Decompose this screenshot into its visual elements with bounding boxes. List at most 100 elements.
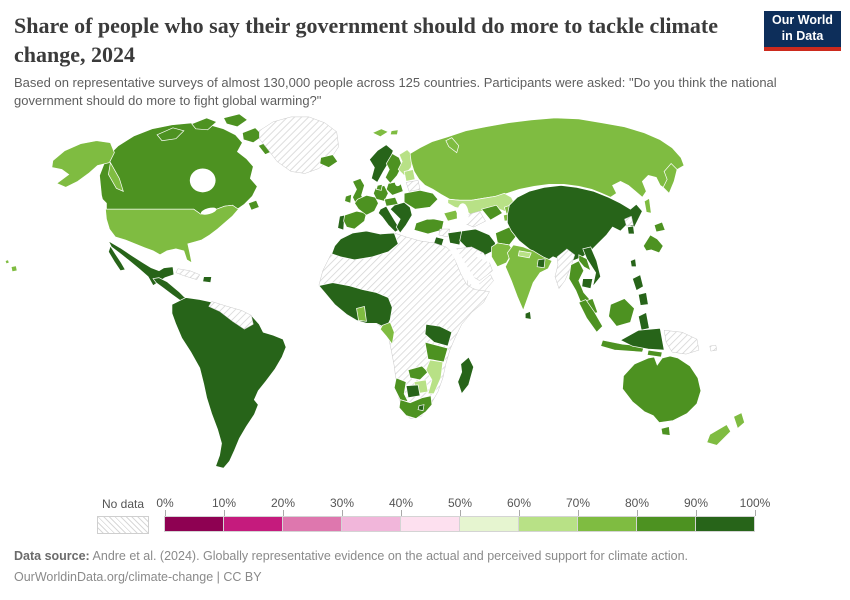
country-south-africa[interactable]	[398, 395, 433, 419]
country-sakhalin[interactable]	[643, 197, 652, 214]
country-baltic-states[interactable]	[403, 169, 416, 182]
country-lesotho[interactable]	[417, 404, 425, 412]
license-line[interactable]: OurWorldinData.org/climate-change | CC B…	[14, 569, 262, 584]
legend-bin-60%-70%[interactable]	[518, 516, 578, 532]
country-sumatra[interactable]	[578, 299, 604, 333]
country-hawaii[interactable]	[10, 265, 18, 273]
caspian-sea	[456, 203, 469, 228]
country-new-zealand-south[interactable]	[706, 424, 732, 446]
legend-bin-40%-50%[interactable]	[400, 516, 460, 532]
country-svalbard-2[interactable]	[389, 129, 399, 136]
data-source-label: Data source:	[14, 549, 90, 563]
country-australia[interactable]	[622, 355, 702, 423]
legend-bin-90%-100%[interactable]	[695, 516, 755, 532]
country-italy[interactable]	[377, 205, 401, 233]
legend-bin-80%-90%[interactable]	[636, 516, 696, 532]
legend-tick-label-30%: 30%	[329, 496, 355, 510]
country-venezuela-guianas[interactable]	[208, 301, 254, 330]
country-denmark[interactable]	[375, 183, 383, 191]
country-kenya-uganda[interactable]	[424, 323, 453, 347]
country-canada-newfoundland[interactable]	[247, 199, 260, 211]
legend-no-data-swatch[interactable]	[97, 516, 149, 534]
legend-tick-label-20%: 20%	[270, 496, 296, 510]
country-zambia[interactable]	[407, 365, 429, 381]
country-canada-arctic3[interactable]	[223, 113, 248, 128]
legend-tick-label-80%: 80%	[624, 496, 650, 510]
country-ghana[interactable]	[356, 306, 367, 322]
country-nepal[interactable]	[517, 250, 532, 259]
country-philippines-mindanao[interactable]	[637, 292, 649, 306]
country-ireland[interactable]	[344, 193, 352, 204]
country-iraq[interactable]	[447, 230, 463, 246]
country-mozambique[interactable]	[425, 359, 444, 395]
country-canada-arctic4[interactable]	[242, 127, 264, 144]
country-united-states[interactable]	[105, 204, 239, 264]
country-alaska-panhandle[interactable]	[108, 161, 124, 192]
country-tanzania[interactable]	[424, 341, 449, 363]
map-legend: No data 0% 10% 20% 30% 40% 50% 60% 70% 80% 90% 100…	[0, 494, 850, 540]
legend-tick-mark	[224, 510, 225, 516]
country-taiwan[interactable]	[630, 258, 637, 268]
legend-bin-0%-10%[interactable]	[164, 516, 224, 532]
country-iceland[interactable]	[319, 154, 339, 168]
country-hawaii-2[interactable]	[4, 259, 10, 265]
legend-bin-10%-20%[interactable]	[223, 516, 283, 532]
country-novaya-zemlya[interactable]	[445, 137, 460, 154]
country-java[interactable]	[600, 339, 645, 353]
owid-logo-line1: Our World	[772, 13, 833, 28]
country-sulawesi[interactable]	[637, 311, 650, 331]
legend-bin-20%-30%[interactable]	[282, 516, 342, 532]
country-sri-lanka[interactable]	[524, 310, 532, 320]
country-new-zealand-north[interactable]	[733, 412, 745, 430]
country-uzbekistan[interactable]	[480, 204, 503, 221]
country-northwest-africa[interactable]	[331, 230, 399, 261]
legend-bin-70%-80%[interactable]	[577, 516, 637, 532]
country-lesser-sunda[interactable]	[646, 349, 663, 358]
country-ukraine[interactable]	[403, 189, 439, 210]
country-kamchatka[interactable]	[662, 163, 678, 194]
country-gabon-congo[interactable]	[379, 321, 395, 346]
country-hispaniola[interactable]	[202, 276, 213, 284]
country-cambodia[interactable]	[581, 278, 594, 289]
country-japan-hokkaido[interactable]	[653, 221, 666, 233]
country-botswana[interactable]	[405, 384, 421, 399]
country-papua-indonesia[interactable]	[619, 327, 665, 351]
country-tasmania[interactable]	[660, 426, 671, 436]
country-mexico-baja[interactable]	[108, 245, 126, 272]
legend-tick-mark	[460, 510, 461, 516]
country-norway[interactable]	[368, 144, 394, 183]
country-mexico[interactable]	[107, 240, 175, 287]
country-france[interactable]	[354, 194, 379, 216]
country-south-america[interactable]	[171, 297, 287, 469]
country-north-korea[interactable]	[624, 215, 634, 227]
country-balkans-greece[interactable]	[389, 201, 413, 234]
country-madagascar[interactable]	[457, 356, 474, 395]
country-cuba[interactable]	[175, 268, 201, 280]
country-bangladesh[interactable]	[536, 258, 546, 269]
page-title: Share of people who say their government…	[14, 13, 718, 67]
country-belarus[interactable]	[405, 180, 421, 192]
legend-tick-mark	[637, 510, 638, 516]
owid-logo[interactable]: Our World in Data	[764, 11, 841, 51]
legend-bin-30%-40%[interactable]	[341, 516, 401, 532]
legend-tick-mark	[755, 510, 756, 516]
country-canada-arctic1[interactable]	[156, 127, 185, 142]
country-portugal[interactable]	[337, 214, 345, 231]
baltic-sea	[394, 172, 404, 187]
country-spain[interactable]	[343, 210, 367, 230]
country-laos[interactable]	[578, 254, 592, 272]
country-philippines-luzon[interactable]	[631, 274, 644, 292]
country-borneo[interactable]	[608, 298, 635, 327]
country-syria[interactable]	[438, 228, 451, 238]
country-namibia[interactable]	[393, 377, 409, 403]
country-japan-honshu[interactable]	[642, 234, 664, 254]
country-canada-arctic2[interactable]	[191, 117, 218, 131]
country-papua-new-guinea[interactable]	[663, 329, 700, 355]
country-solomon-islands[interactable]	[709, 344, 718, 352]
country-south-korea[interactable]	[627, 225, 635, 235]
country-svalbard[interactable]	[371, 128, 390, 138]
country-myanmar[interactable]	[554, 248, 576, 290]
country-vietnam[interactable]	[582, 246, 602, 287]
country-alaska[interactable]	[51, 140, 115, 188]
legend-bin-50%-60%[interactable]	[459, 516, 519, 532]
